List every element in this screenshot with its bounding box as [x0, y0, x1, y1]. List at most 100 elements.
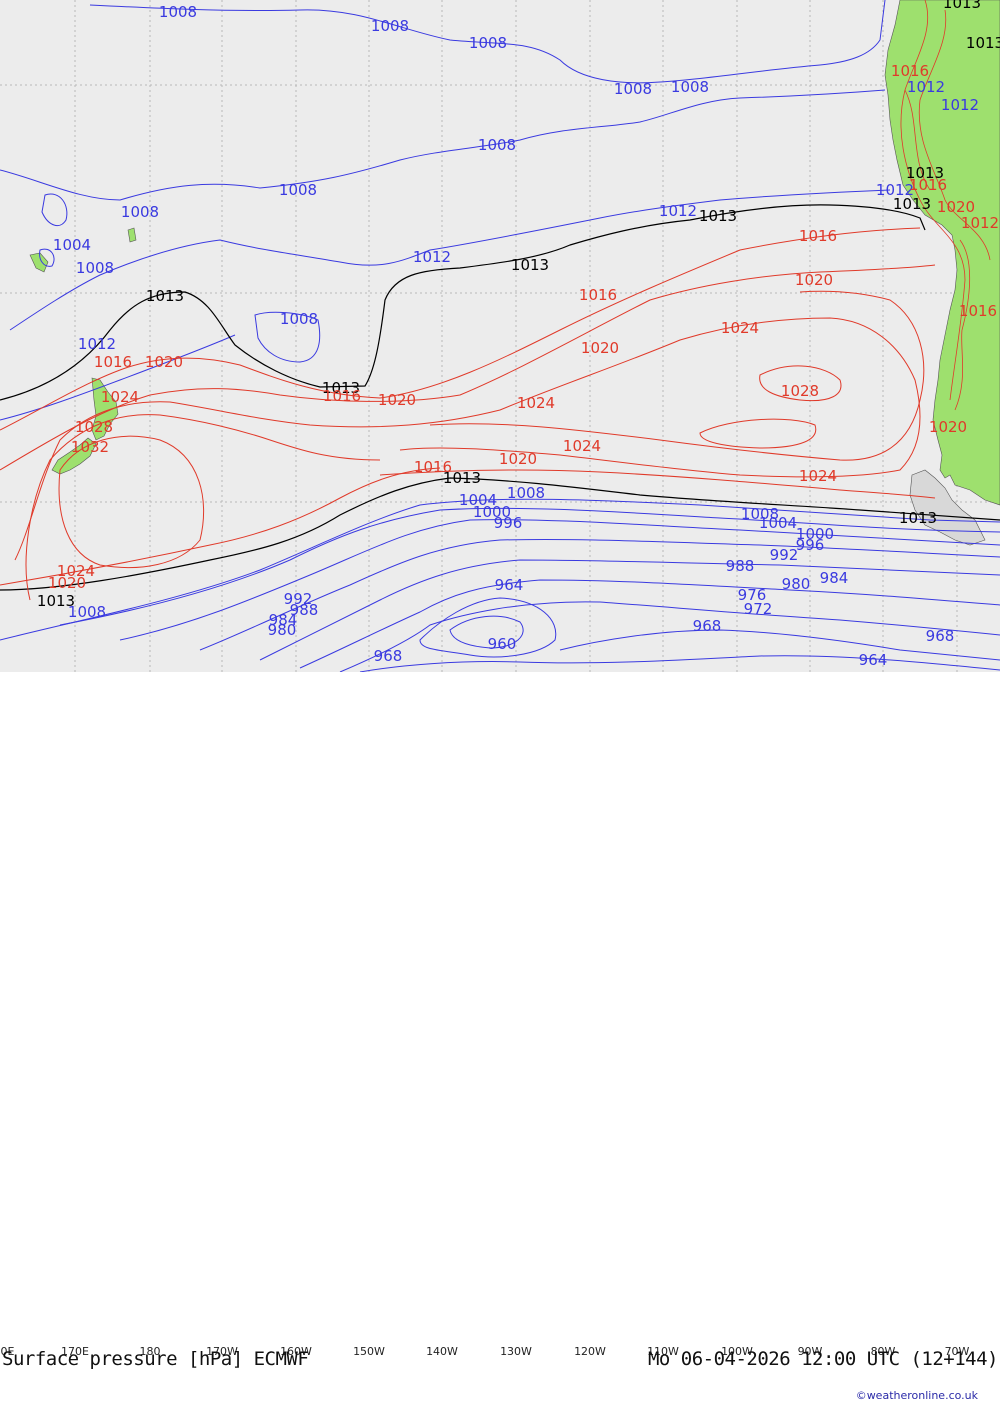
isobar-label: 1024 [721, 319, 759, 337]
isobar-label: 1016 [909, 176, 947, 194]
isobar-label: 1012 [907, 78, 945, 96]
longitude-label: 130W [500, 1345, 532, 1358]
isobar-label: 1013 [146, 287, 184, 305]
isobar-label: 1013 [443, 469, 481, 487]
isobar-label: 968 [926, 627, 955, 645]
isobar-label: 1020 [499, 450, 537, 468]
isobar-label: 1016 [323, 387, 361, 405]
isobar-label: 964 [495, 576, 524, 594]
isobar-label: 968 [693, 617, 722, 635]
isobar-label: 1008 [507, 484, 545, 502]
isobar-label: 980 [268, 621, 297, 639]
map-footer: 60E 170E 180 170W 160W 150W 140W 130W 12… [0, 672, 1000, 1402]
longitude-label: 120W [574, 1345, 606, 1358]
isobar-label: 1013 [943, 0, 981, 12]
isobar-label: 992 [770, 546, 799, 564]
isobar-label: 1024 [517, 394, 555, 412]
isobar-label: 996 [796, 536, 825, 554]
isobar-label: 1008 [741, 505, 779, 523]
labels-low: 1008 1008 1008 1008 1008 1008 1008 1008 … [53, 3, 979, 669]
isobar-label: 1013 [511, 256, 549, 274]
longitude-label: 140W [426, 1345, 458, 1358]
isobar-label: 1013 [699, 207, 737, 225]
isobar-label: 1016 [959, 302, 997, 320]
isobar-label: 1013 [906, 164, 944, 182]
isobar-label: 1008 [478, 136, 516, 154]
isobar-label: 1024 [57, 562, 95, 580]
isobar-label: 1020 [145, 353, 183, 371]
isobar-label: 1016 [579, 286, 617, 304]
isobar-label: 1008 [68, 603, 106, 621]
isobar-label: 996 [494, 514, 523, 532]
isobar-label: 1004 [459, 491, 497, 509]
isobar-label: 1008 [671, 78, 709, 96]
isobar-label: 1012 [659, 202, 697, 220]
pressure-map: 1008 1008 1008 1008 1008 1008 1008 1008 … [0, 0, 1000, 673]
isobar-label: 1028 [781, 382, 819, 400]
fiji-islands [29, 252, 49, 273]
isobar-label: 1000 [473, 503, 511, 521]
isobar-label: 1013 [899, 509, 937, 527]
isobars-high [0, 227, 936, 601]
isobar-label: 1012 [78, 335, 116, 353]
copyright-link[interactable]: ©weatheronline.co.uk [855, 1389, 978, 1402]
isobar-label: 1016 [891, 62, 929, 80]
isobar-label: 1024 [101, 388, 139, 406]
longitude-label: 150W [353, 1345, 385, 1358]
isobar-label: 1020 [48, 574, 86, 592]
isobar-label: 1016 [414, 458, 452, 476]
isobar-label: 964 [859, 651, 888, 669]
isobar-label: 1008 [371, 17, 409, 35]
isobar-label: 980 [782, 575, 811, 593]
isobar-label: 988 [726, 557, 755, 575]
isobar-label: 1032 [71, 438, 109, 456]
map-title: Surface pressure [hPa] ECMWF [2, 1348, 309, 1370]
isobar-label: 1020 [378, 391, 416, 409]
isobar-label: 984 [820, 569, 849, 587]
isobar-label: 1004 [759, 514, 797, 532]
isobar-label: 1008 [280, 310, 318, 328]
isobar-label: 1012 [413, 248, 451, 266]
isobar-label: 1008 [76, 259, 114, 277]
isobar-label: 1004 [53, 236, 91, 254]
isobar-label: 1008 [121, 203, 159, 221]
isobar-label: 1020 [929, 418, 967, 436]
isobar-label: 1008 [614, 80, 652, 98]
isobars-low [0, 0, 1000, 673]
tierra-del-fuego [909, 469, 986, 546]
isobar-label: 1020 [795, 271, 833, 289]
isobar-label: 1024 [799, 467, 837, 485]
isobar-label: 1016 [94, 353, 132, 371]
andes-high-contours [900, 0, 991, 411]
labels-normal: 1013 1013 1013 1013 1013 1013 1013 1013 … [37, 0, 1000, 610]
labels-high: 1016 1020 1024 1028 1032 1024 1020 1016 … [48, 62, 999, 592]
isobar-label: 1016 [799, 227, 837, 245]
vanuatu-islands [127, 227, 137, 243]
isobar-label: 1012 [941, 96, 979, 114]
isobar-label: 1012 [876, 181, 914, 199]
ocean-background [0, 0, 1000, 672]
isobar-label: 1008 [469, 34, 507, 52]
isobar-label: 960 [488, 635, 517, 653]
isobar-label: 1013 [966, 34, 1000, 52]
isobar-label: 1008 [279, 181, 317, 199]
isobar-label: 1013 [322, 379, 360, 397]
map-canvas: 1008 1008 1008 1008 1008 1008 1008 1008 … [0, 0, 1000, 673]
isobar-label: 1028 [75, 418, 113, 436]
isobar-label: 1013 [37, 592, 75, 610]
isobar-label: 1012 [961, 214, 999, 232]
forecast-date: Mo 06-04-2026 12:00 UTC (12+144) [647, 1348, 999, 1370]
isobar-label: 1020 [581, 339, 619, 357]
isobar-label: 972 [744, 600, 773, 618]
isobar-label: 988 [290, 601, 319, 619]
isobar-label: 1024 [563, 437, 601, 455]
isobar-label: 976 [738, 586, 767, 604]
isobars-normal [0, 204, 1000, 591]
isobar-label: 992 [284, 590, 313, 608]
isobar-label: 1000 [796, 525, 834, 543]
isobar-label: 1020 [937, 198, 975, 216]
isobar-label: 984 [269, 611, 298, 629]
isobar-label: 1013 [893, 195, 931, 213]
isobar-label: 1008 [159, 3, 197, 21]
isobar-label: 968 [374, 647, 403, 665]
